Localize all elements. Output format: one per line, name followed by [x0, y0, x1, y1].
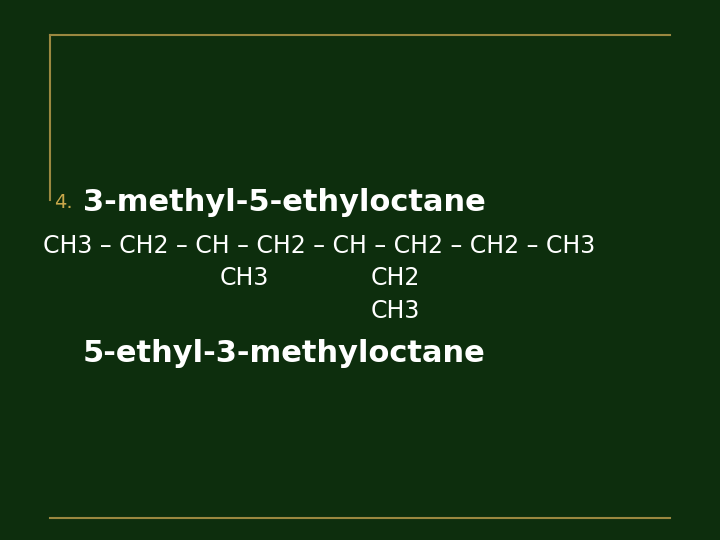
Text: CH3: CH3: [220, 266, 269, 290]
Text: 4.: 4.: [54, 193, 73, 212]
Text: CH3 – CH2 – CH – CH2 – CH – CH2 – CH2 – CH3: CH3 – CH2 – CH – CH2 – CH – CH2 – CH2 – …: [43, 234, 595, 258]
Text: CH3: CH3: [371, 299, 420, 322]
Text: 3-methyl-5-ethyloctane: 3-methyl-5-ethyloctane: [83, 188, 485, 217]
Text: CH2: CH2: [371, 266, 420, 290]
Text: 5-ethyl-3-methyloctane: 5-ethyl-3-methyloctane: [83, 339, 485, 368]
